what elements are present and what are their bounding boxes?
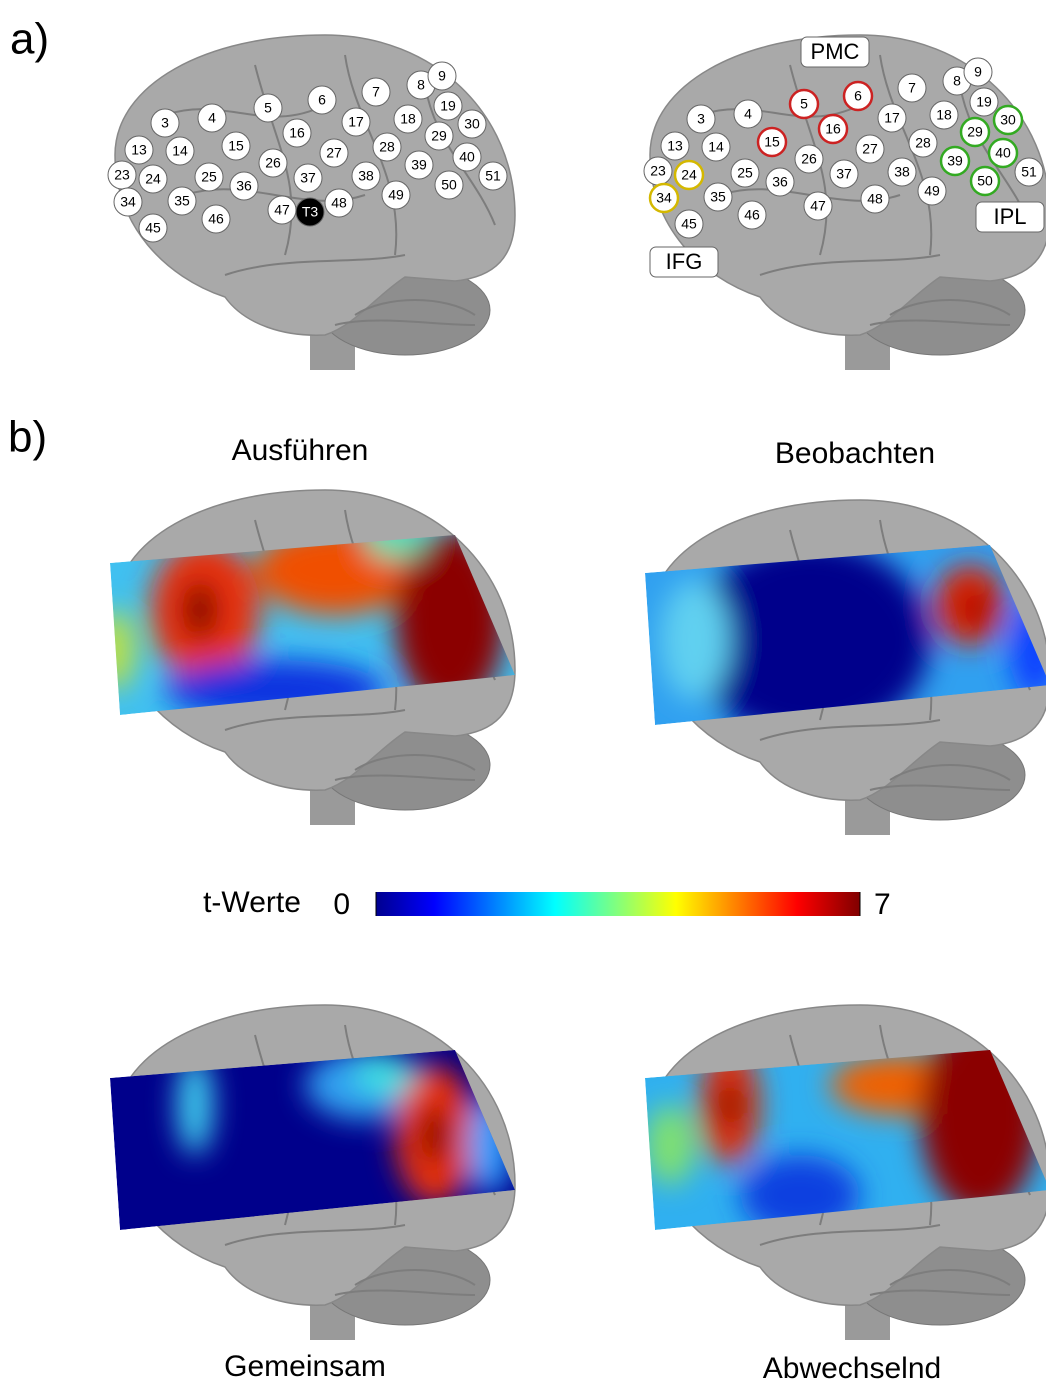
channel-label: 40: [459, 149, 475, 165]
channel-label: 47: [810, 198, 826, 214]
channel-label: T3: [302, 204, 319, 220]
region-label: PMC: [811, 39, 860, 64]
channel-label: 39: [947, 153, 963, 169]
brain: [645, 500, 1046, 835]
channel-label: 51: [485, 168, 501, 184]
panel-label: b): [8, 413, 47, 462]
channel-label: 9: [974, 64, 982, 80]
region-label: IFG: [666, 249, 703, 274]
channel-label: 17: [348, 114, 364, 130]
channel-label: 48: [331, 195, 347, 211]
map-blob: [355, 1055, 415, 1095]
channel-label: 7: [372, 84, 380, 100]
channel-label: 19: [976, 94, 992, 110]
colorbar-tick-label: 7: [874, 888, 891, 921]
channel-label: 27: [326, 145, 342, 161]
channel-label: 27: [862, 141, 878, 157]
channel-label: 45: [145, 220, 161, 236]
channel-label: 37: [300, 170, 316, 186]
channel-label: 38: [894, 164, 910, 180]
map-blob: [420, 1105, 450, 1165]
channel-label: 50: [977, 173, 993, 189]
brain: [645, 1005, 1046, 1340]
brain: [110, 1005, 515, 1340]
channel-label: 4: [208, 110, 216, 126]
channel-label: 29: [431, 128, 447, 144]
map-blob: [182, 580, 218, 640]
channel-label: 16: [825, 121, 841, 137]
channel-label: 36: [236, 178, 252, 194]
map-blob: [660, 580, 730, 700]
channel-label: 37: [836, 166, 852, 182]
channel-label: 39: [411, 157, 427, 173]
channel-label: 3: [161, 115, 169, 131]
channel-label: 3: [697, 111, 705, 127]
channel-label: 45: [681, 216, 697, 232]
channel-label: 13: [667, 138, 683, 154]
channel-label: 16: [289, 125, 305, 141]
channel-label: 5: [800, 96, 808, 112]
channel-label: 23: [114, 167, 130, 183]
channel-label: 26: [801, 151, 817, 167]
channel-label: 25: [201, 169, 217, 185]
channel-label: 29: [967, 124, 983, 140]
channel-label: 18: [936, 107, 952, 123]
channel-label: 30: [1000, 112, 1016, 128]
channel-label: 15: [228, 138, 244, 154]
channel-label: 7: [908, 80, 916, 96]
channel-label: 14: [708, 139, 724, 155]
channel-label: 49: [924, 183, 940, 199]
channel-label: 9: [438, 68, 446, 84]
map-title: Gemeinsam: [224, 1350, 386, 1383]
channel-label: 4: [744, 106, 752, 122]
map-blob: [960, 593, 990, 623]
channel-label: 15: [764, 134, 780, 150]
map-title: Ausführen: [232, 434, 369, 467]
figure: a) b) 3456789131415161718192324252627282…: [0, 0, 1046, 1387]
channel-label: 34: [656, 190, 672, 206]
channel-label: 17: [884, 110, 900, 126]
channel-label: 13: [131, 142, 147, 158]
channel-label: 18: [400, 111, 416, 127]
channel-label: 26: [265, 155, 281, 171]
map-blob: [95, 610, 135, 690]
channel-label: 6: [318, 92, 326, 108]
channel-label: 19: [440, 98, 456, 114]
map-blob: [645, 1105, 695, 1185]
channel-label: 49: [388, 187, 404, 203]
map-title: Abwechselnd: [763, 1352, 941, 1385]
colorbar-tick-label: 0: [333, 888, 350, 921]
channel-label: 8: [953, 73, 961, 89]
channel-label: 35: [710, 189, 726, 205]
channel-label: 47: [274, 202, 290, 218]
channel-label: 30: [464, 116, 480, 132]
brain: [95, 490, 515, 825]
colorbar-label: t-Werte: [203, 886, 301, 919]
region-label: IPL: [993, 204, 1026, 229]
channel-label: 34: [120, 194, 136, 210]
channel-label: 35: [174, 193, 190, 209]
channel-label: 6: [854, 88, 862, 104]
channel-label: 25: [737, 165, 753, 181]
channel-label: 28: [915, 135, 931, 151]
channel-label: 24: [145, 171, 161, 187]
map-blob: [718, 1080, 742, 1130]
channel-label: 46: [744, 207, 760, 223]
channel-label: 38: [358, 168, 374, 184]
channel-label: 40: [995, 145, 1011, 161]
channel-label: 50: [441, 177, 457, 193]
channel-label: 8: [417, 77, 425, 93]
panel-label: a): [10, 15, 49, 64]
channel-label: 51: [1021, 164, 1037, 180]
map-title: Beobachten: [775, 437, 935, 470]
channel-label: 48: [867, 191, 883, 207]
channel-label: 5: [264, 100, 272, 116]
channel-label: 24: [681, 167, 697, 183]
channel-label: 14: [172, 143, 188, 159]
channel-label: 28: [379, 139, 395, 155]
channel-label: 46: [208, 211, 224, 227]
channel-label: 23: [650, 163, 666, 179]
channel-label: 36: [772, 174, 788, 190]
colorbar: [376, 892, 860, 916]
